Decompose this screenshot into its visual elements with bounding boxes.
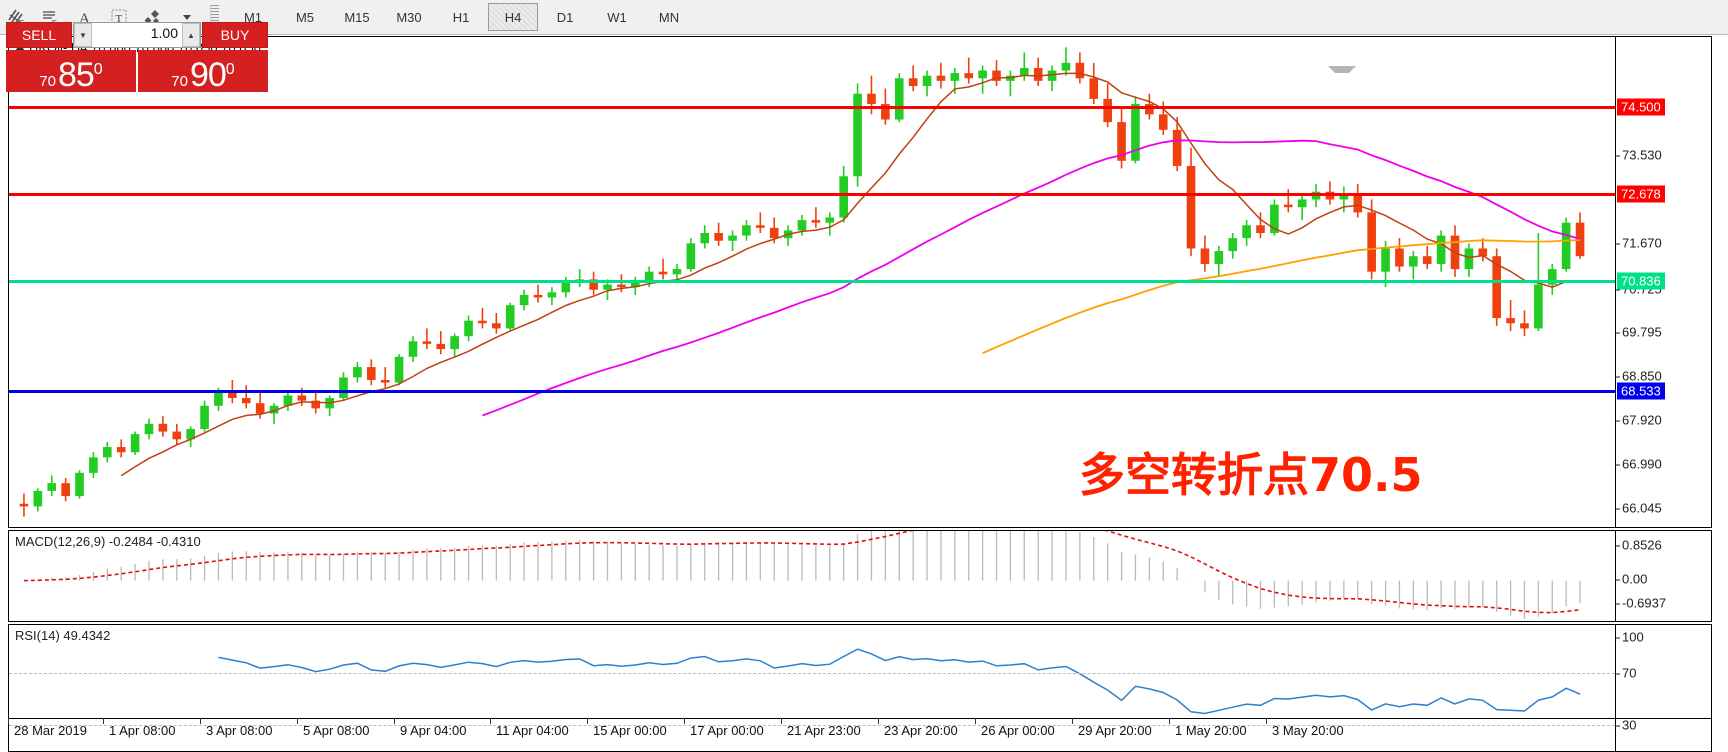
sell-price-box[interactable]: 70 85 0 bbox=[6, 50, 136, 92]
buy-price-fraction: 0 bbox=[225, 61, 235, 78]
rsi-series bbox=[218, 648, 1581, 715]
rsi-axis: 100 70 30 bbox=[1614, 625, 1711, 751]
price-tick: 66.045 bbox=[1615, 500, 1662, 516]
sell-price-prefix: 70 bbox=[39, 73, 56, 90]
price-tag-red: 72.678 bbox=[1617, 185, 1665, 203]
time-label: 3 Apr 08:00 bbox=[200, 718, 273, 738]
candlestick-series bbox=[19, 47, 1585, 517]
time-label: 17 Apr 00:00 bbox=[684, 718, 764, 738]
macd-tick: -0.6937 bbox=[1614, 595, 1667, 611]
text-label-icon[interactable]: A bbox=[68, 2, 102, 32]
price-tick: 68.850 bbox=[1615, 368, 1662, 384]
rsi-level-70 bbox=[9, 673, 1615, 674]
buy-price-prefix: 70 bbox=[171, 73, 188, 90]
time-label: 15 Apr 00:00 bbox=[587, 718, 667, 738]
scroll-handle-icon[interactable] bbox=[1328, 66, 1356, 81]
timeframe-m5[interactable]: M5 bbox=[295, 9, 315, 25]
price-axis[interactable]: 74.50073.53072.67871.67070.83670.72569.7… bbox=[1615, 37, 1711, 527]
one-click-trading-panel: SELL ▼ 1.00 ▲ BUY 70 85 0 70 90 0 bbox=[6, 22, 268, 92]
price-tick: 66.990 bbox=[1615, 456, 1662, 472]
rsi-plot[interactable] bbox=[9, 625, 1615, 751]
sell-button[interactable]: SELL bbox=[6, 22, 72, 48]
time-label: 1 Apr 08:00 bbox=[103, 718, 176, 738]
price-tick: 71.670 bbox=[1615, 235, 1662, 251]
time-label: 1 May 20:00 bbox=[1169, 718, 1247, 738]
toolbar-separator bbox=[210, 5, 219, 29]
sell-price-value: 85 bbox=[57, 56, 95, 94]
macd-tick: 0.00 bbox=[1614, 571, 1648, 587]
buy-button[interactable]: BUY bbox=[202, 22, 268, 48]
objects-dropdown-icon[interactable] bbox=[170, 2, 204, 32]
timeframe-m1[interactable]: M1 bbox=[243, 9, 263, 25]
macd-label: MACD(12,26,9) -0.2484 -0.4310 bbox=[15, 534, 201, 549]
rsi-level-30 bbox=[9, 725, 1615, 726]
timeframe-d1[interactable]: D1 bbox=[556, 9, 574, 25]
lot-decrement-icon[interactable]: ▼ bbox=[74, 23, 92, 47]
lot-size-input[interactable]: ▼ 1.00 ▲ bbox=[73, 22, 201, 48]
buy-price-box[interactable]: 70 90 0 bbox=[138, 50, 268, 92]
rsi-tick: 100 bbox=[1615, 629, 1644, 645]
timeframe-w1[interactable]: W1 bbox=[607, 9, 627, 25]
macd-pane[interactable]: MACD(12,26,9) -0.2484 -0.4310 0.8526 0.00… bbox=[8, 530, 1712, 622]
price-tag-blue: 68.533 bbox=[1617, 382, 1665, 400]
price-plot[interactable]: 多空转折点70.5 bbox=[9, 37, 1615, 527]
time-label: 21 Apr 23:00 bbox=[781, 718, 861, 738]
time-label: 23 Apr 20:00 bbox=[878, 718, 958, 738]
price-pane[interactable]: UKOil-,H4 70.860 70.860 70.850 70.850 多空… bbox=[8, 36, 1712, 528]
timeframe-m30[interactable]: M30 bbox=[396, 9, 422, 25]
time-label: 5 Apr 08:00 bbox=[297, 718, 370, 738]
macd-plot[interactable] bbox=[9, 531, 1615, 621]
trade-panel-prices: 70 85 0 70 90 0 bbox=[6, 50, 268, 92]
time-label: 9 Apr 04:00 bbox=[394, 718, 467, 738]
price-tick: 67.920 bbox=[1615, 412, 1662, 428]
level-line-68533 bbox=[9, 390, 1615, 393]
rsi-tick: 30 bbox=[1614, 717, 1637, 733]
macd-series bbox=[23, 531, 1581, 619]
macd-axis: 0.8526 0.00 -0.6937 bbox=[1614, 531, 1711, 621]
time-label: 26 Apr 00:00 bbox=[975, 718, 1055, 738]
time-label: 29 Apr 20:00 bbox=[1072, 718, 1152, 738]
price-tick: 73.530 bbox=[1615, 147, 1662, 163]
price-tag-green: 70.836 bbox=[1617, 272, 1665, 290]
timeframe-h4[interactable]: H4 bbox=[488, 3, 538, 31]
chart-area: UKOil-,H4 70.860 70.860 70.850 70.850 多空… bbox=[8, 36, 1720, 752]
rsi-label: RSI(14) 49.4342 bbox=[15, 628, 111, 643]
price-tag-red: 74.500 bbox=[1617, 98, 1665, 116]
sell-price-fraction: 0 bbox=[93, 61, 103, 78]
time-axis[interactable]: 28 Mar 2019 1 Apr 08:00 3 Apr 08:00 5 Apr 0… bbox=[8, 718, 1712, 749]
toolbar: E F A T bbox=[0, 0, 1728, 35]
rsi-tick: 70 bbox=[1614, 665, 1637, 681]
timeframe-h1[interactable]: H1 bbox=[452, 9, 470, 25]
svg-text:A: A bbox=[79, 11, 90, 27]
timeframe-mn[interactable]: MN bbox=[658, 9, 680, 25]
level-line-70836 bbox=[9, 280, 1615, 283]
chart-annotation: 多空转折点70.5 bbox=[1079, 448, 1423, 502]
trade-panel-top: SELL ▼ 1.00 ▲ BUY bbox=[6, 22, 268, 48]
level-line-74500 bbox=[9, 106, 1615, 109]
svg-text:T: T bbox=[116, 13, 123, 25]
lot-size-value[interactable]: 1.00 bbox=[150, 25, 178, 41]
lot-increment-icon[interactable]: ▲ bbox=[182, 23, 200, 47]
timeframe-group: M1 M5 M15 M30 H1 H4 D1 W1 MN bbox=[227, 3, 695, 31]
timeframe-m15[interactable]: M15 bbox=[344, 9, 370, 25]
time-label: 3 May 20:00 bbox=[1266, 718, 1344, 738]
price-tick: 69.795 bbox=[1615, 324, 1662, 340]
buy-price-value: 90 bbox=[189, 56, 227, 94]
time-label: 28 Mar 2019 bbox=[8, 718, 87, 738]
level-line-72678 bbox=[9, 193, 1615, 196]
macd-tick: 0.8526 bbox=[1615, 537, 1662, 553]
time-label: 11 Apr 04:00 bbox=[490, 718, 569, 738]
